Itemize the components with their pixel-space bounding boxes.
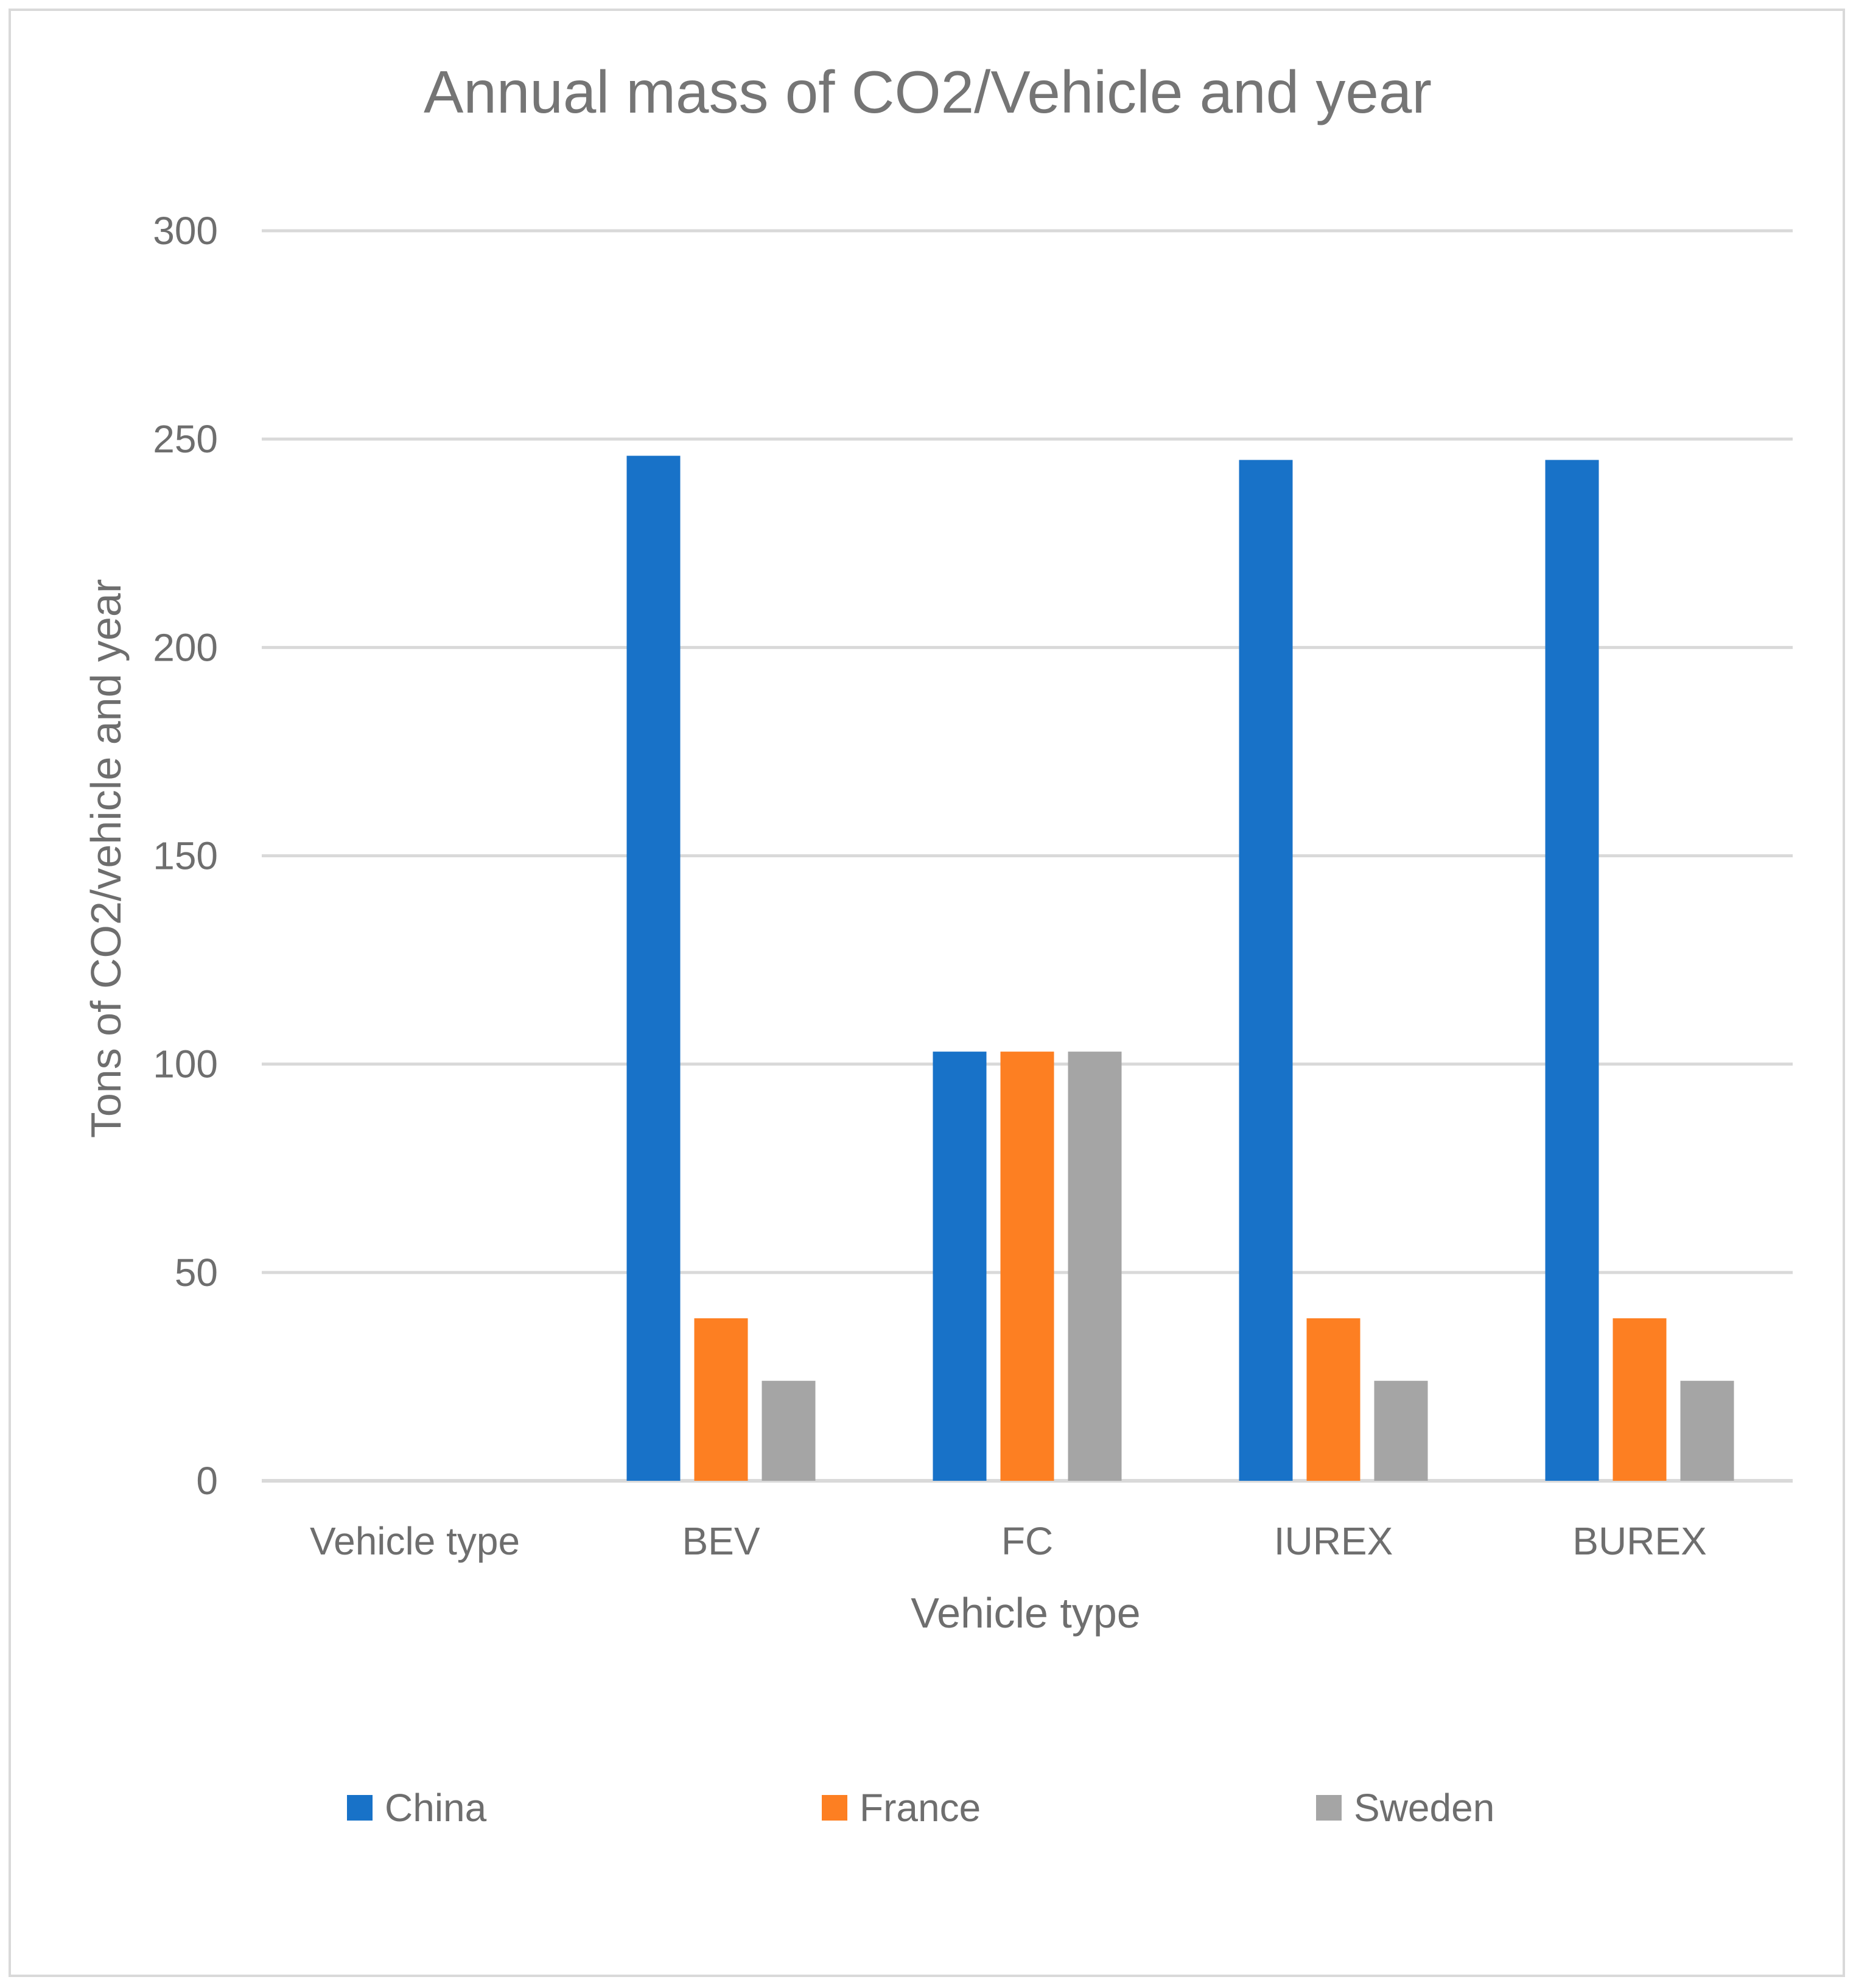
y-tick-label: 0 xyxy=(196,1459,218,1503)
y-tick-label: 200 xyxy=(153,625,218,669)
bar-china-bev xyxy=(626,455,681,1481)
y-tick-label: 250 xyxy=(153,417,218,461)
chart-frame xyxy=(9,9,1845,1977)
bar-china-iurex xyxy=(1239,460,1293,1481)
bars xyxy=(626,455,1734,1481)
y-tick-label: 50 xyxy=(175,1251,218,1294)
x-axis-ticks: Vehicle type BEV FC IUREX BUREX xyxy=(310,1519,1707,1563)
x-tick-label: FC xyxy=(1001,1519,1053,1563)
legend-item-china: China xyxy=(347,1786,487,1830)
chart-title: Annual mass of CO2/Vehicle and year xyxy=(424,58,1432,125)
bar-china-burex xyxy=(1545,460,1599,1481)
x-tick-label: Vehicle type xyxy=(310,1519,520,1563)
legend: China France Sweden xyxy=(347,1786,1494,1830)
bar-china-fc xyxy=(933,1052,987,1481)
bar-sweden-bev xyxy=(762,1380,816,1481)
x-axis-title: Vehicle type xyxy=(911,1589,1140,1637)
bar-sweden-iurex xyxy=(1374,1380,1428,1481)
bar-france-iurex xyxy=(1306,1318,1360,1481)
legend-item-sweden: Sweden xyxy=(1316,1786,1494,1830)
legend-swatch xyxy=(347,1795,373,1821)
legend-label: France xyxy=(860,1786,981,1830)
y-tick-label: 300 xyxy=(153,209,218,253)
bar-france-bev xyxy=(694,1318,748,1481)
x-tick-label: IUREX xyxy=(1274,1519,1393,1563)
bar-sweden-fc xyxy=(1068,1052,1122,1481)
legend-swatch xyxy=(822,1795,847,1821)
legend-swatch xyxy=(1316,1795,1342,1821)
legend-item-france: France xyxy=(822,1786,981,1830)
y-tick-label: 150 xyxy=(153,834,218,878)
bar-sweden-burex xyxy=(1680,1380,1734,1481)
gridlines xyxy=(262,229,1793,1483)
bar-france-fc xyxy=(1000,1052,1054,1481)
legend-label: China xyxy=(385,1786,487,1830)
legend-label: Sweden xyxy=(1354,1786,1494,1830)
y-tick-label: 100 xyxy=(153,1042,218,1086)
x-tick-label: BEV xyxy=(682,1519,760,1563)
bar-france-burex xyxy=(1613,1318,1667,1481)
y-axis-ticks: 0 50 100 150 200 250 300 xyxy=(153,209,218,1503)
y-axis-title: Tons of CO2/vehicle and year xyxy=(82,579,130,1138)
x-tick-label: BUREX xyxy=(1572,1519,1707,1563)
